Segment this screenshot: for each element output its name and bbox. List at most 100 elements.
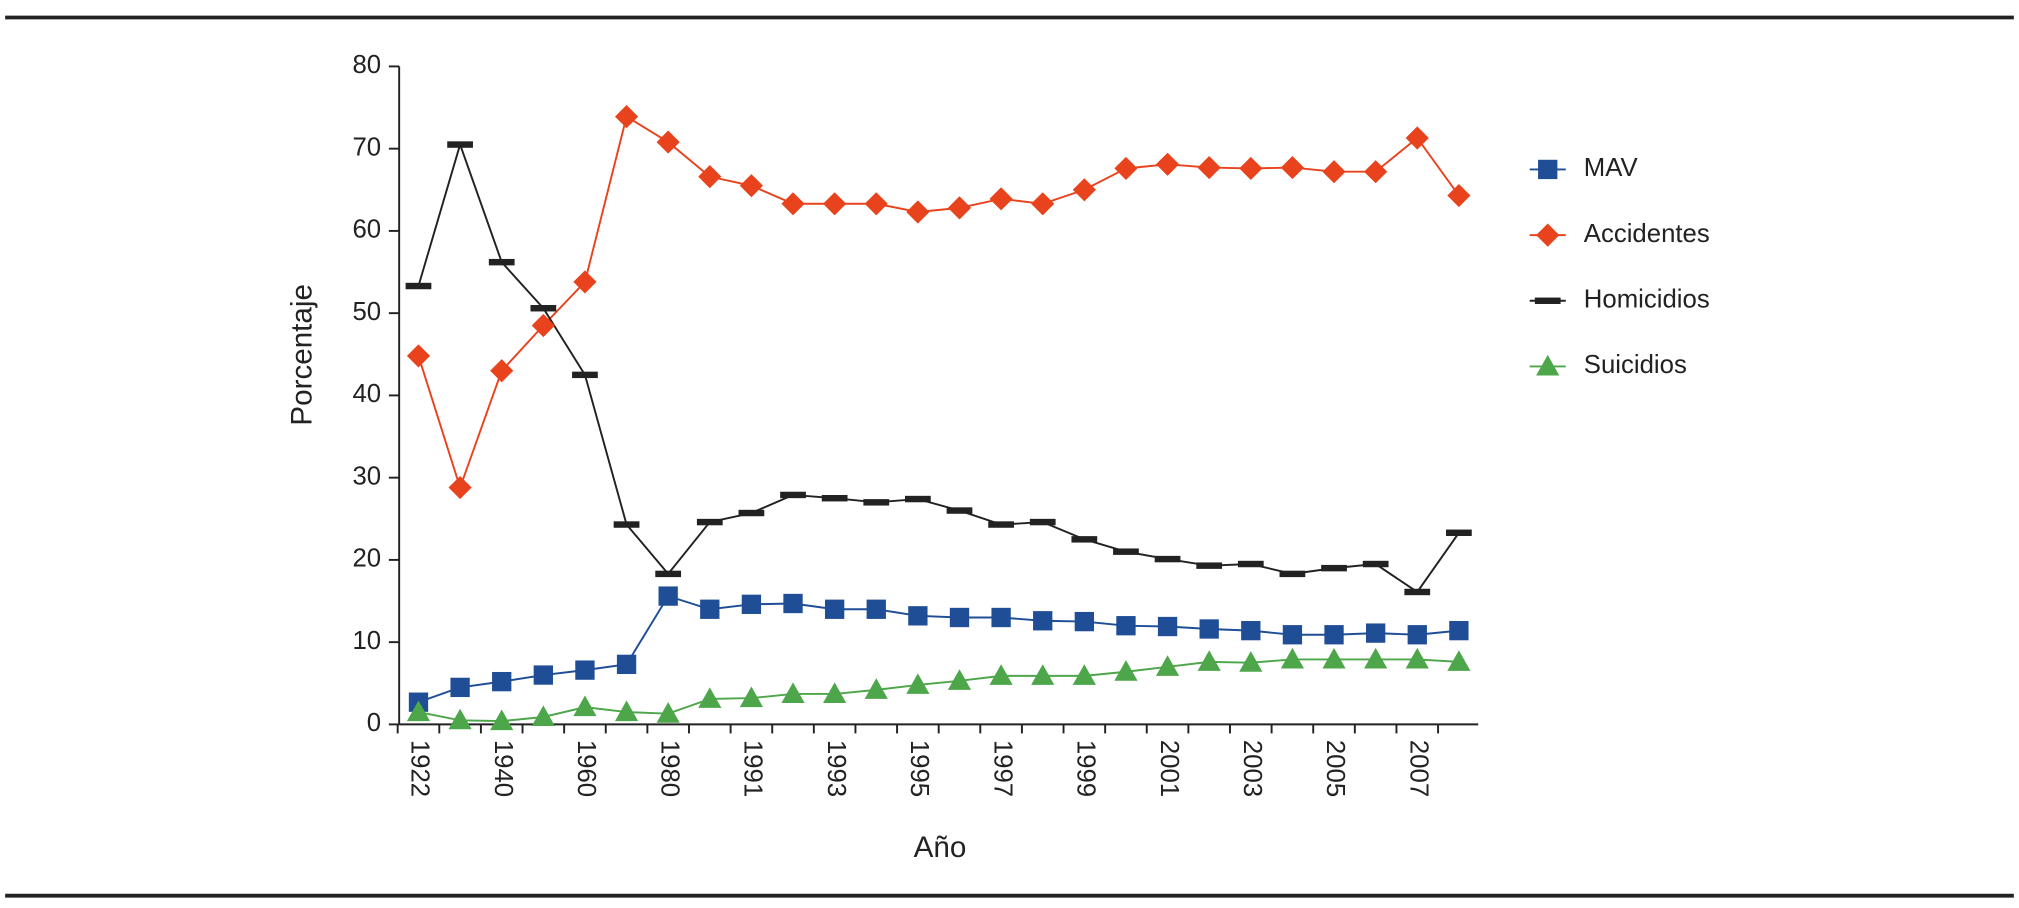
marker: [698, 687, 722, 708]
marker: [1362, 560, 1389, 568]
x-tick-label: 1995: [905, 740, 933, 797]
marker: [1029, 518, 1056, 526]
marker: [488, 258, 515, 266]
marker: [947, 196, 972, 220]
marker: [1031, 664, 1055, 685]
marker: [614, 700, 639, 722]
marker: [492, 671, 512, 692]
marker: [656, 130, 680, 154]
marker: [781, 682, 805, 703]
legend-marker: [1538, 159, 1558, 180]
legend-label: Homicidios: [1584, 286, 1710, 314]
marker: [823, 192, 847, 216]
legend-label: Suicidios: [1584, 351, 1687, 379]
y-tick-label: 10: [352, 627, 381, 655]
marker: [1364, 647, 1388, 669]
marker: [1031, 192, 1055, 216]
marker: [738, 509, 765, 517]
marker: [1154, 555, 1181, 563]
marker: [908, 606, 928, 626]
marker: [616, 654, 637, 675]
x-tick-label: 2007: [1404, 740, 1432, 797]
marker: [863, 499, 890, 506]
marker: [949, 607, 970, 628]
x-tick-label: 1922: [406, 740, 434, 797]
marker: [1071, 536, 1098, 543]
x-tick-label: 1940: [489, 740, 517, 797]
marker: [658, 586, 678, 606]
marker: [1197, 155, 1221, 180]
series-line: [418, 658, 1459, 723]
marker: [904, 495, 931, 503]
y-tick-label: 20: [352, 545, 381, 573]
marker: [450, 677, 470, 698]
marker: [991, 607, 1011, 628]
x-tick-label: 1999: [1072, 740, 1100, 797]
marker: [1114, 660, 1138, 681]
marker: [655, 570, 682, 578]
marker: [1280, 155, 1305, 180]
marker: [1114, 156, 1138, 180]
marker: [533, 665, 553, 685]
y-tick-label: 80: [352, 51, 381, 79]
marker: [824, 599, 845, 619]
marker: [947, 669, 972, 690]
marker: [573, 695, 597, 717]
series-line: [417, 115, 1460, 491]
marker: [613, 521, 640, 528]
marker: [1364, 160, 1388, 184]
marker: [821, 495, 848, 502]
y-tick-label: 30: [352, 462, 381, 490]
marker: [696, 518, 723, 526]
marker: [1322, 160, 1346, 184]
marker: [739, 174, 763, 198]
x-tick-label: 2003: [1238, 740, 1266, 797]
y-axis-title: Porcentaje: [286, 284, 319, 426]
marker: [531, 705, 555, 727]
marker: [989, 187, 1013, 211]
marker: [405, 282, 432, 290]
legend-marker: [1536, 354, 1560, 376]
y-tick-label: 70: [352, 133, 381, 161]
marker: [1072, 178, 1096, 202]
marker: [1280, 647, 1305, 669]
marker: [447, 141, 473, 148]
marker: [1405, 647, 1429, 669]
marker: [1196, 562, 1223, 569]
x-tick-label: 1993: [822, 740, 850, 797]
series-line: [417, 141, 1460, 594]
x-tick-label: 1997: [988, 740, 1016, 797]
marker: [1322, 647, 1346, 669]
marker: [1279, 570, 1306, 578]
marker: [1324, 625, 1344, 645]
legend-marker: [1534, 297, 1561, 304]
marker: [823, 682, 847, 703]
marker: [700, 599, 720, 619]
y-tick-label: 0: [367, 709, 381, 737]
y-tick-label: 40: [352, 380, 381, 408]
legend-label: Accidentes: [1584, 220, 1710, 248]
series-line: [418, 594, 1459, 704]
marker: [1197, 650, 1221, 671]
marker: [1116, 616, 1136, 636]
x-tick-label: 1960: [572, 740, 600, 797]
x-tick-label: 1991: [739, 740, 767, 797]
marker: [1199, 619, 1219, 639]
marker: [1447, 183, 1471, 208]
marker: [1447, 650, 1471, 671]
marker: [1405, 126, 1429, 150]
marker: [946, 507, 973, 514]
y-tick-label: 50: [352, 298, 381, 326]
marker: [780, 491, 806, 499]
marker: [448, 475, 472, 500]
marker: [739, 686, 763, 708]
marker: [406, 344, 431, 368]
marker: [530, 305, 557, 312]
marker: [866, 599, 886, 619]
marker: [1365, 623, 1386, 643]
marker: [864, 192, 888, 216]
marker: [1282, 625, 1303, 645]
legend-marker: [1536, 223, 1560, 247]
marker: [1033, 611, 1053, 631]
